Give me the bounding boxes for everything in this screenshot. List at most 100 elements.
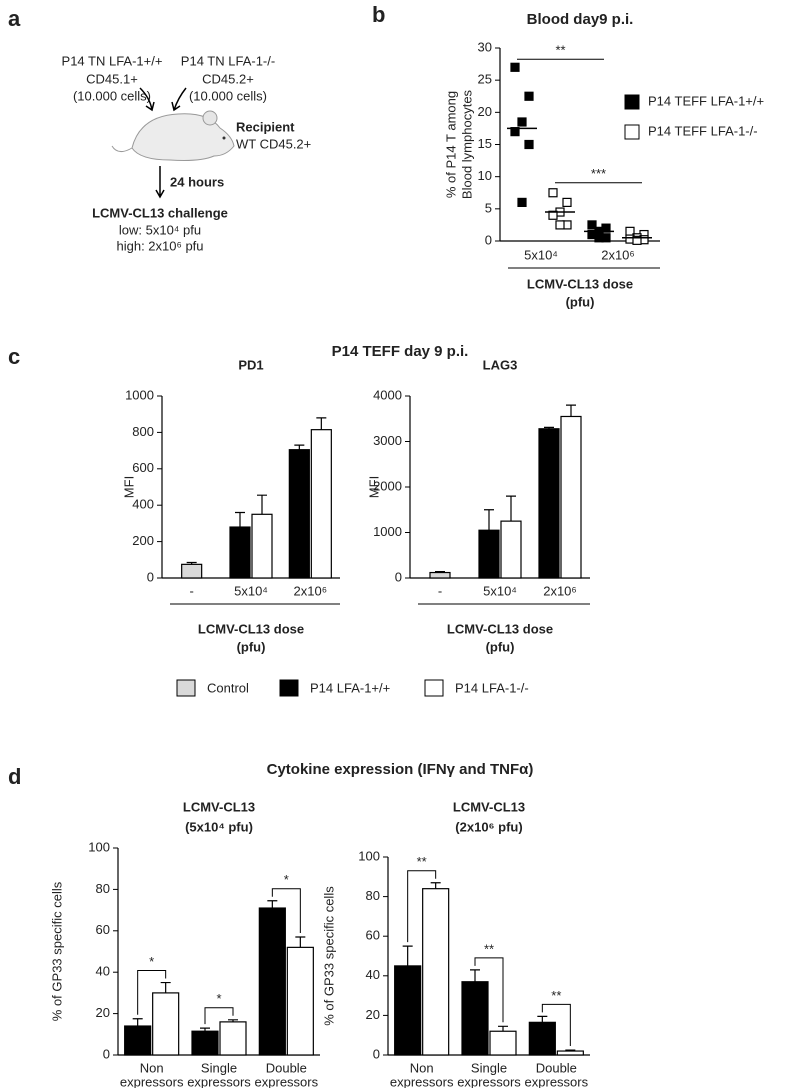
y-tick-label: 400 <box>132 497 154 512</box>
x-tick-label: 2x10⁶ <box>543 583 577 598</box>
chart-title: LCMV-CL13 <box>453 799 525 814</box>
recipient-text: WT CD45.2+ <box>236 136 311 151</box>
x-axis-label: LCMV-CL13 dose <box>447 621 553 636</box>
y-tick-label: 0 <box>485 232 492 247</box>
legend-swatch <box>624 94 640 110</box>
significance-bracket <box>204 1007 234 1025</box>
bar <box>191 1030 219 1056</box>
x-axis-label: LCMV-CL13 dose <box>198 621 304 636</box>
donor-text: (10.000 cells) <box>73 88 151 103</box>
y-axis-label: Blood lymphocytes <box>459 89 474 199</box>
challenge-text: high: 2x10⁶ pfu <box>116 238 203 253</box>
error-bar <box>537 1015 548 1023</box>
legend-swatch <box>279 679 299 697</box>
x-tick-label: 2x10⁶ <box>601 247 635 262</box>
y-tick-label: 80 <box>96 881 110 896</box>
error-bar <box>565 1049 576 1052</box>
x-tick-label: 5x10⁴ <box>234 583 268 598</box>
significance-label: ** <box>551 988 561 1003</box>
y-tick-label: 100 <box>358 848 380 863</box>
y-tick-label: 60 <box>96 922 110 937</box>
y-tick-label: 3000 <box>373 433 402 448</box>
legend-label: P14 TEFF LFA-1+/+ <box>648 93 764 108</box>
point <box>510 62 520 72</box>
donor-text: P14 TN LFA-1-/- <box>181 53 275 68</box>
significance-bracket <box>541 1003 571 1047</box>
significance-bracket <box>407 870 437 943</box>
y-tick-label: 20 <box>96 1005 110 1020</box>
y-tick-label: 60 <box>366 928 380 943</box>
donor-text: (10.000 cells) <box>189 88 267 103</box>
y-tick-label: 30 <box>478 39 492 54</box>
significance-label: ** <box>417 854 427 869</box>
arrow <box>155 166 165 199</box>
x-tick-label: 5x10⁴ <box>524 247 558 262</box>
error-bar <box>186 561 197 565</box>
x-tick-label: expressors <box>457 1074 521 1088</box>
error-bar <box>295 936 306 948</box>
y-axis-label: MFI <box>366 476 381 498</box>
chart-title: PD1 <box>238 357 263 372</box>
point <box>548 188 558 198</box>
point <box>510 127 520 137</box>
x-tick-label: expressors <box>187 1074 251 1088</box>
panel-label: c <box>8 344 20 369</box>
y-axis-label: % of GP33 specific cells <box>321 886 336 1026</box>
y-tick-label: 20 <box>366 1007 380 1022</box>
x-tick-label: expressors <box>120 1074 184 1088</box>
y-tick-label: 1000 <box>125 387 154 402</box>
x-tick-label: expressors <box>525 1074 589 1088</box>
point <box>587 220 597 230</box>
bar <box>181 563 203 579</box>
bar <box>124 1025 152 1056</box>
bar <box>560 415 582 579</box>
error-bar <box>228 1019 238 1022</box>
significance-label: * <box>284 872 289 887</box>
donor-text: P14 TN LFA-1+/+ <box>62 53 163 68</box>
point <box>548 210 558 220</box>
arrow <box>171 87 187 112</box>
legend-label: P14 TEFF LFA-1-/- <box>648 123 758 138</box>
point <box>562 197 572 207</box>
error-bar <box>267 900 278 909</box>
legend-label: P14 LFA-1+/+ <box>310 680 390 695</box>
bar <box>152 992 180 1056</box>
y-tick-label: 15 <box>478 136 492 151</box>
x-tick-label: expressors <box>390 1074 454 1088</box>
bar <box>258 907 286 1056</box>
bar <box>429 571 451 579</box>
challenge-text: LCMV-CL13 challenge <box>92 205 228 220</box>
donor-text: CD45.1+ <box>86 71 138 86</box>
arrow <box>139 87 155 112</box>
y-tick-label: 600 <box>132 460 154 475</box>
x-tick-label: expressors <box>255 1074 319 1088</box>
significance-label: * <box>149 954 154 969</box>
bar <box>556 1050 584 1056</box>
point <box>524 91 534 101</box>
y-tick-label: 10 <box>478 168 492 183</box>
interval-text: 24 hours <box>170 174 224 189</box>
significance-label: * <box>216 991 221 1006</box>
mouse-icon <box>111 110 235 161</box>
bar <box>500 520 522 579</box>
y-axis-label: MFI <box>121 476 136 498</box>
x-tick-label: Non <box>410 1060 434 1075</box>
y-tick-label: 200 <box>132 533 154 548</box>
panel-label: a <box>8 6 21 31</box>
bar <box>394 965 422 1056</box>
y-tick-label: 20 <box>478 104 492 119</box>
significance-label: ** <box>484 941 494 956</box>
error-bar <box>470 969 480 982</box>
point <box>517 117 527 127</box>
bar <box>310 429 332 579</box>
x-tick-label: 2x10⁶ <box>294 583 328 598</box>
y-tick-label: 0 <box>395 569 402 584</box>
recipient-text: Recipient <box>236 119 295 134</box>
x-tick-label: 5x10⁴ <box>483 583 517 598</box>
error-bar <box>294 444 305 450</box>
bar <box>489 1030 517 1056</box>
y-tick-label: 25 <box>478 72 492 87</box>
bar <box>219 1021 247 1056</box>
legend-swatch <box>424 679 444 697</box>
